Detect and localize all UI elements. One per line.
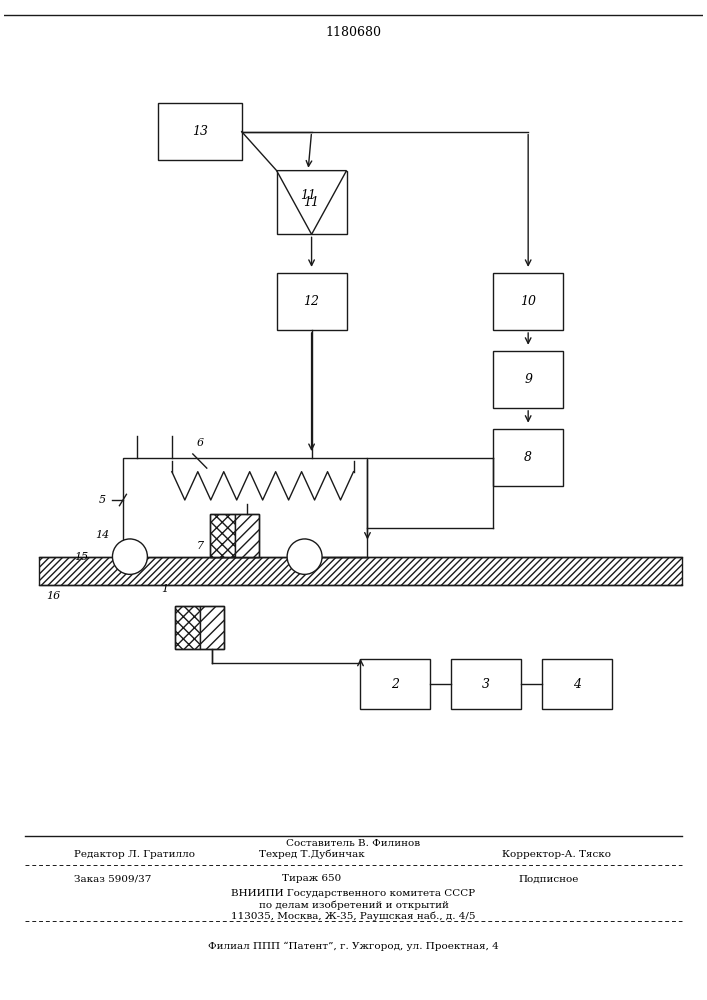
Bar bbox=[493, 351, 563, 408]
Bar bbox=[39, 557, 682, 585]
Bar bbox=[493, 273, 563, 330]
Text: 3: 3 bbox=[482, 678, 490, 691]
Bar bbox=[276, 171, 346, 234]
Text: 2: 2 bbox=[392, 678, 399, 691]
Text: Филиал ППП “Патент”, г. Ужгород, ул. Проектная, 4: Филиал ППП “Патент”, г. Ужгород, ул. Про… bbox=[208, 942, 499, 951]
Polygon shape bbox=[276, 171, 346, 234]
Text: Техред Т.Дубинчак: Техред Т.Дубинчак bbox=[259, 849, 364, 859]
Bar bbox=[175, 606, 224, 649]
Bar bbox=[158, 103, 242, 160]
Bar bbox=[39, 557, 682, 585]
Text: 113035, Москва, Ж-35, Раушская наб., д. 4/5: 113035, Москва, Ж-35, Раушская наб., д. … bbox=[231, 912, 476, 921]
Bar bbox=[210, 514, 235, 557]
Text: 5: 5 bbox=[98, 495, 105, 505]
Bar bbox=[235, 514, 259, 557]
Text: 8: 8 bbox=[524, 451, 532, 464]
Text: 15: 15 bbox=[74, 552, 88, 562]
Text: Составитель В. Филинов: Составитель В. Филинов bbox=[286, 839, 421, 848]
Bar bbox=[361, 659, 431, 709]
Text: 9: 9 bbox=[524, 373, 532, 386]
Text: 1180680: 1180680 bbox=[325, 26, 382, 39]
Bar bbox=[123, 458, 368, 557]
Text: 1: 1 bbox=[161, 584, 168, 594]
Bar bbox=[200, 606, 224, 649]
Circle shape bbox=[112, 539, 147, 574]
Circle shape bbox=[287, 539, 322, 574]
Bar bbox=[175, 606, 200, 649]
Text: 12: 12 bbox=[303, 295, 320, 308]
Text: 6: 6 bbox=[197, 438, 204, 448]
Text: 10: 10 bbox=[520, 295, 536, 308]
Text: Корректор-А. Тяско: Корректор-А. Тяско bbox=[501, 850, 611, 859]
Bar bbox=[200, 606, 224, 649]
Text: 11: 11 bbox=[300, 189, 316, 202]
Text: Подписное: Подписное bbox=[519, 874, 579, 883]
Text: 14: 14 bbox=[95, 530, 109, 540]
Bar bbox=[175, 606, 200, 649]
Text: Заказ 5909/37: Заказ 5909/37 bbox=[74, 874, 151, 883]
Bar bbox=[210, 514, 235, 557]
Bar bbox=[210, 514, 259, 557]
Text: 16: 16 bbox=[46, 591, 60, 601]
Text: 7: 7 bbox=[197, 541, 204, 551]
Text: 13: 13 bbox=[192, 125, 208, 138]
Text: Тираж 650: Тираж 650 bbox=[282, 874, 341, 883]
Bar bbox=[276, 273, 346, 330]
Text: по делам изобретений и открытий: по делам изобретений и открытий bbox=[259, 900, 448, 910]
Bar bbox=[235, 514, 259, 557]
Text: 4: 4 bbox=[573, 678, 581, 691]
Bar bbox=[542, 659, 612, 709]
Bar bbox=[493, 429, 563, 486]
Text: ВНИИПИ Государственного комитета СССР: ВНИИПИ Государственного комитета СССР bbox=[231, 889, 476, 898]
Text: Редактор Л. Гратилло: Редактор Л. Гратилло bbox=[74, 850, 195, 859]
Bar bbox=[451, 659, 521, 709]
Text: 11: 11 bbox=[303, 196, 320, 209]
